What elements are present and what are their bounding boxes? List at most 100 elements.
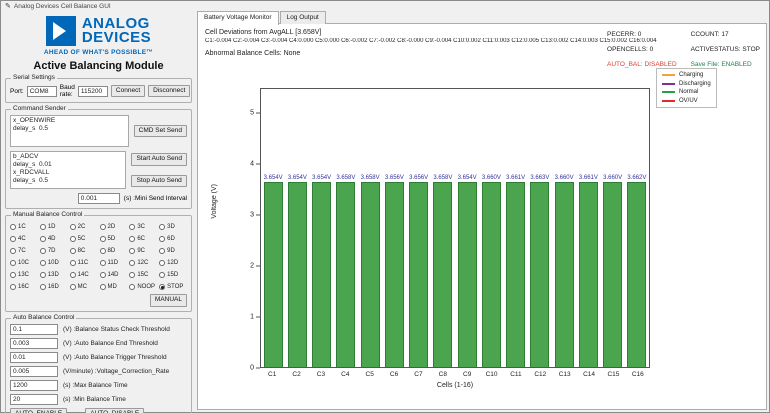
start-auto-send-button[interactable]: Start Auto Send xyxy=(131,153,187,166)
radio-10d[interactable]: 10D xyxy=(39,260,68,266)
brand-block: ANALOG DEVICES xyxy=(5,16,192,46)
radio-circle-icon xyxy=(69,236,76,242)
voltage-bar-c3 xyxy=(312,182,332,367)
auto-balance-input-2[interactable] xyxy=(10,351,58,363)
radio-1d[interactable]: 1D xyxy=(39,224,68,230)
radio-12d[interactable]: 12D xyxy=(159,260,187,266)
manual-button[interactable]: MANUAL xyxy=(149,294,187,307)
radio-label: 10D xyxy=(47,260,59,266)
radio-2d[interactable]: 2D xyxy=(99,224,128,230)
cmd-set-send-button[interactable]: CMD Set Send xyxy=(133,124,187,138)
radio-14d[interactable]: 14D xyxy=(99,272,128,278)
bar-cell-c11: 3.661V xyxy=(504,89,528,367)
radio-md[interactable]: MD xyxy=(99,284,128,290)
baud-label: Baud rate: xyxy=(59,84,75,98)
radio-16c[interactable]: 16C xyxy=(10,284,38,290)
radio-7d[interactable]: 7D xyxy=(39,248,68,254)
tab-strip: Battery Voltage Monitor Log Output xyxy=(197,11,327,25)
radio-1c[interactable]: 1C xyxy=(10,224,38,230)
auto-balance-input-4[interactable] xyxy=(10,379,58,391)
radio-5c[interactable]: 5C xyxy=(69,236,98,242)
auto-balance-field-label: (s) :Max Balance Time xyxy=(63,381,128,389)
monitor-content: Cell Deviations from AvgALL [3.658V] C1:… xyxy=(197,23,767,410)
auto-balance-input-3[interactable] xyxy=(10,365,58,377)
radio-13d[interactable]: 13D xyxy=(39,272,68,278)
radio-4c[interactable]: 4C xyxy=(10,236,38,242)
bar-value-label: 3.658V xyxy=(336,175,356,182)
auto-disable-button[interactable]: AUTO_DISABLE xyxy=(85,407,145,413)
radio-15d[interactable]: 15D xyxy=(159,272,187,278)
auto-balance-input-0[interactable] xyxy=(10,323,58,335)
tab-log-output[interactable]: Log Output xyxy=(279,11,326,24)
bar-value-label: 3.656V xyxy=(384,175,404,182)
send-interval-input[interactable] xyxy=(77,193,120,204)
radio-3d[interactable]: 3D xyxy=(159,224,187,230)
y-tick: 1 xyxy=(250,314,260,321)
tab-battery-voltage-monitor[interactable]: Battery Voltage Monitor xyxy=(197,11,279,25)
radio-stop[interactable]: STOP xyxy=(159,284,187,290)
auto-enable-button[interactable]: AUTO_ENABLE xyxy=(10,407,68,413)
radio-label: 9C xyxy=(137,248,145,254)
radio-14c[interactable]: 14C xyxy=(69,272,98,278)
radio-label: 2D xyxy=(107,224,116,230)
x-tick-label: C2 xyxy=(292,371,301,378)
radio-11d[interactable]: 11D xyxy=(99,260,128,266)
bar-value-label: 3.661V xyxy=(578,174,598,181)
cmd-set-textarea[interactable]: x_OPENWIRE delay_s 0.5 xyxy=(10,115,129,147)
radio-circle-icon xyxy=(69,272,76,278)
radio-circle-icon xyxy=(99,260,106,266)
disconnect-button[interactable]: Disconnect xyxy=(148,84,191,98)
radio-6d[interactable]: 6D xyxy=(159,236,187,242)
radio-8d[interactable]: 8D xyxy=(99,248,128,254)
radio-circle-icon xyxy=(10,224,16,230)
radio-5d[interactable]: 5D xyxy=(99,236,128,242)
auto-balance-input-5[interactable] xyxy=(10,393,58,405)
bar-value-label: 3.660V xyxy=(603,175,623,182)
radio-label: 4C xyxy=(18,236,26,242)
radio-8c[interactable]: 8C xyxy=(69,248,98,254)
radio-circle-icon xyxy=(39,224,46,230)
radio-9c[interactable]: 9C xyxy=(129,248,157,254)
radio-7c[interactable]: 7C xyxy=(10,248,38,254)
window-title: Analog Devices Cell Balance GUI xyxy=(13,2,111,10)
legend-item-normal: Normal xyxy=(662,89,711,95)
radio-2c[interactable]: 2C xyxy=(69,224,98,230)
x-tick-label: C7 xyxy=(414,371,423,378)
radio-11c[interactable]: 11C xyxy=(69,260,98,266)
radio-10c[interactable]: 10C xyxy=(10,260,38,266)
legend-swatch-icon xyxy=(662,99,675,102)
baud-rate-input[interactable] xyxy=(77,85,108,97)
auto-balance-field-row: (V) :Auto Balance Trigger Threshold xyxy=(10,351,187,363)
port-input[interactable] xyxy=(26,85,57,97)
radio-label: NOOP xyxy=(137,284,155,290)
radio-label: 9D xyxy=(167,248,175,254)
radio-15c[interactable]: 15C xyxy=(129,272,157,278)
connect-button[interactable]: Connect xyxy=(110,84,146,98)
bar-cell-c15: 3.660V xyxy=(601,89,625,367)
radio-circle-icon xyxy=(69,248,76,254)
stop-auto-send-button[interactable]: Stop Auto Send xyxy=(131,174,187,187)
radio-noop[interactable]: NOOP xyxy=(129,284,157,290)
auto-balance-input-1[interactable] xyxy=(10,337,58,349)
bar-cell-c7: 3.656V xyxy=(407,89,431,367)
radio-16d[interactable]: 16D xyxy=(39,284,68,290)
radio-9d[interactable]: 9D xyxy=(159,248,187,254)
radio-4d[interactable]: 4D xyxy=(39,236,68,242)
y-tick-label: 0 xyxy=(250,364,254,372)
status-opencells: OPENCELLS: 0 xyxy=(607,46,654,53)
radio-mc[interactable]: MC xyxy=(69,284,98,290)
radio-label: 1D xyxy=(47,224,56,230)
radio-circle-icon xyxy=(129,224,136,230)
y-tick-label: 3 xyxy=(250,211,254,219)
bar-cell-c3: 3.654V xyxy=(310,89,334,367)
command-sender-title: Command Sender xyxy=(11,105,68,112)
radio-13c[interactable]: 13C xyxy=(10,272,38,278)
voltage-bar-c9 xyxy=(457,182,477,367)
auto-balance-title: Auto Balance Control xyxy=(11,313,77,321)
radio-12c[interactable]: 12C xyxy=(129,260,157,266)
radio-3c[interactable]: 3C xyxy=(129,224,157,230)
radio-6c[interactable]: 6C xyxy=(129,236,157,242)
radio-circle-icon xyxy=(39,236,46,242)
auto-cmd-textarea[interactable]: b_ADCV delay_s 0.01 x_RDCVALL delay_s 0.… xyxy=(10,151,127,189)
auto-balance-field-label: (V) :Auto Balance Trigger Threshold xyxy=(63,353,167,361)
